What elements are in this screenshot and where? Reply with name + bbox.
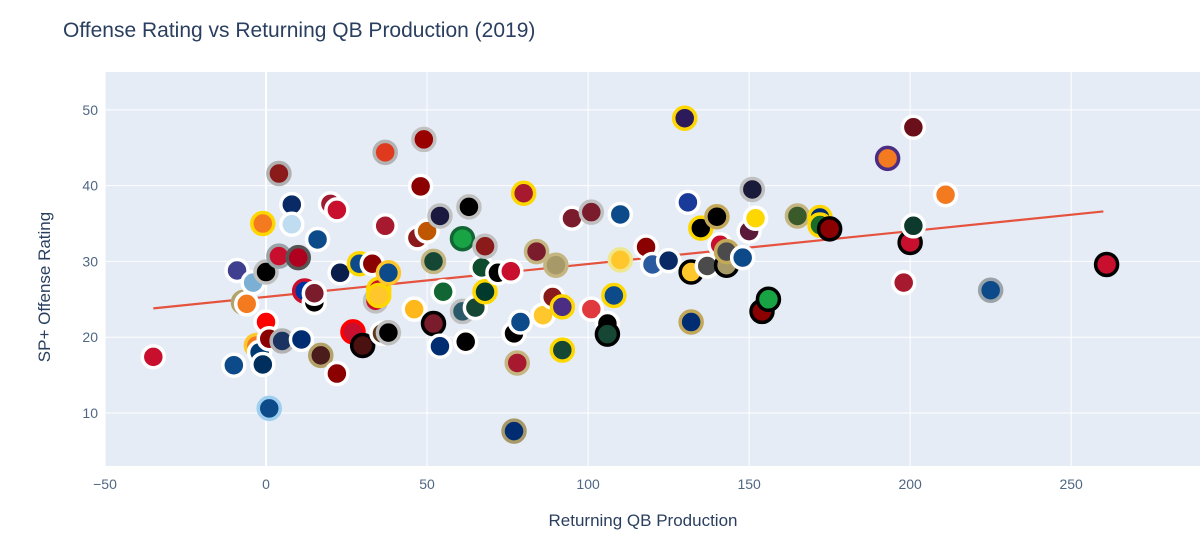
data-point[interactable] [324, 197, 350, 223]
data-point[interactable] [742, 205, 769, 231]
data-point[interactable] [501, 418, 527, 444]
data-point[interactable] [704, 203, 730, 230]
data-point[interactable] [420, 310, 447, 337]
data-point[interactable] [427, 203, 453, 229]
data-point[interactable] [375, 260, 402, 286]
data-point[interactable] [977, 277, 1004, 303]
x-tick-label: 100 [576, 476, 600, 492]
data-point[interactable] [279, 211, 305, 238]
data-point[interactable] [250, 210, 276, 237]
x-tick-label: 50 [419, 476, 435, 492]
data-point[interactable] [784, 203, 811, 229]
data-point[interactable] [1093, 251, 1120, 278]
data-point[interactable] [366, 282, 392, 309]
data-point[interactable] [655, 247, 682, 274]
y-tick-label: 50 [82, 102, 98, 118]
data-point[interactable] [285, 244, 311, 271]
data-point[interactable] [900, 213, 927, 239]
data-point[interactable] [411, 126, 437, 153]
x-tick-label: 0 [262, 476, 270, 492]
x-tick-label: 200 [898, 476, 922, 492]
y-tick-label: 40 [82, 178, 98, 194]
y-tick-label: 20 [82, 329, 98, 345]
data-point[interactable] [452, 328, 479, 355]
y-tick-label: 30 [82, 253, 98, 269]
data-point[interactable] [671, 105, 698, 131]
data-point[interactable] [498, 258, 524, 285]
data-point[interactable] [729, 244, 756, 271]
data-point[interactable] [372, 139, 398, 166]
x-tick-label: 250 [1059, 476, 1083, 492]
data-point[interactable] [890, 269, 917, 296]
data-point[interactable] [601, 282, 627, 309]
data-point[interactable] [430, 278, 456, 305]
data-point[interactable] [510, 180, 537, 206]
data-point[interactable] [250, 351, 276, 378]
data-point[interactable] [221, 352, 247, 378]
data-point[interactable] [324, 360, 350, 387]
data-point[interactable] [420, 248, 447, 275]
data-point[interactable] [233, 291, 260, 317]
data-point[interactable] [739, 176, 766, 203]
data-point[interactable] [140, 344, 167, 370]
data-point[interactable] [472, 233, 498, 260]
data-point[interactable] [678, 309, 704, 335]
data-point[interactable] [308, 342, 334, 369]
y-tick-label: 10 [82, 405, 98, 421]
data-point[interactable] [900, 114, 927, 141]
data-point[interactable] [543, 252, 569, 278]
data-point[interactable] [349, 332, 376, 359]
data-point[interactable] [472, 278, 498, 305]
data-point[interactable] [288, 326, 315, 353]
data-point[interactable] [375, 319, 402, 346]
x-axis-title: Returning QB Production [549, 511, 738, 530]
data-point[interactable] [594, 321, 621, 347]
data-point[interactable] [504, 350, 530, 376]
data-point[interactable] [266, 160, 292, 187]
x-tick-label: 150 [737, 476, 761, 492]
data-point[interactable] [578, 199, 605, 225]
tick-labels: −50 0 50 100 150 200 250 10 20 30 40 50 [82, 102, 1083, 492]
data-point[interactable] [932, 181, 959, 208]
data-point[interactable] [755, 286, 782, 313]
data-point[interactable] [549, 294, 576, 320]
data-point[interactable] [456, 194, 482, 220]
data-point[interactable] [507, 309, 534, 335]
data-point[interactable] [301, 280, 328, 306]
y-axis-title: SP+ Offense Rating [35, 212, 54, 362]
data-point[interactable] [607, 247, 634, 273]
x-tick-label: −50 [93, 476, 117, 492]
data-point[interactable] [523, 238, 550, 265]
data-points [140, 105, 1120, 444]
data-point[interactable] [256, 395, 282, 422]
data-point[interactable] [607, 201, 634, 228]
data-point[interactable] [253, 259, 279, 285]
data-point[interactable] [427, 333, 453, 360]
data-point[interactable] [549, 337, 576, 363]
data-point[interactable] [578, 296, 605, 322]
data-point[interactable] [816, 216, 843, 242]
data-point[interactable] [675, 189, 701, 216]
data-point[interactable] [372, 213, 398, 239]
chart-title: Offense Rating vs Returning QB Productio… [63, 19, 535, 42]
data-point[interactable] [304, 226, 331, 253]
data-point[interactable] [449, 225, 476, 252]
data-point[interactable] [874, 145, 901, 172]
data-point[interactable] [407, 173, 434, 200]
data-point[interactable] [401, 296, 427, 322]
